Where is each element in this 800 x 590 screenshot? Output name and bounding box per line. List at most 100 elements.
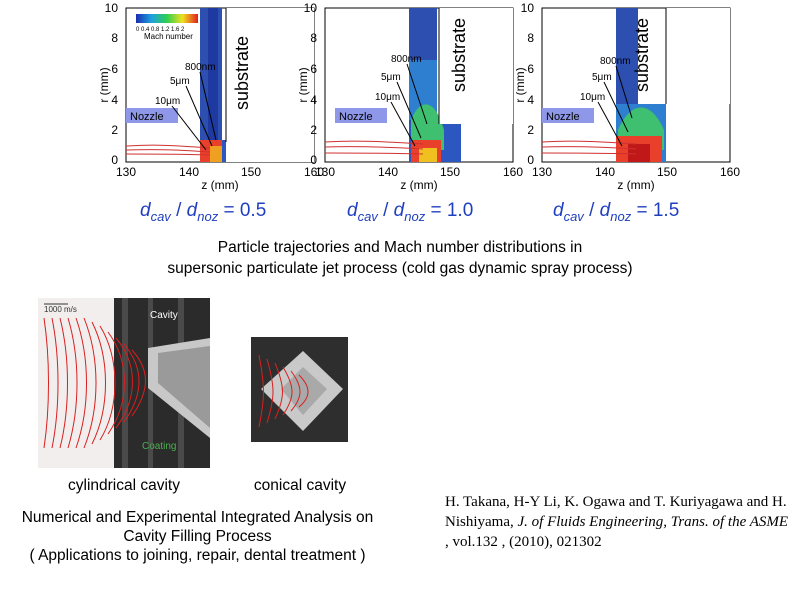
svg-text:r (mm): r (mm) [299, 67, 310, 102]
svg-text:4: 4 [111, 93, 118, 107]
conical-cavity-label: conical cavity [253, 477, 347, 494]
ratio-d: d [186, 200, 198, 221]
svg-text:150: 150 [241, 165, 261, 179]
ratio-equals: = [218, 200, 240, 221]
caption-bottom-line2: Cavity Filling Process [123, 528, 272, 545]
ratio-d: d [347, 200, 358, 221]
svg-text:8: 8 [310, 31, 317, 45]
caption-bottom-line1: Numerical and Experimental Integrated An… [21, 509, 374, 526]
reference-authors: H. Takana, H-Y Li, K. Ogawa and T. Kuriy… [445, 494, 787, 530]
caption-top-line1: Particle trajectories and Mach number di… [217, 239, 583, 256]
svg-text:substrate: substrate [632, 18, 652, 92]
svg-text:140: 140 [378, 165, 398, 179]
svg-text:130: 130 [116, 165, 136, 179]
svg-text:2: 2 [111, 123, 118, 137]
ratio-d: d [553, 200, 564, 221]
svg-text:160: 160 [304, 165, 324, 179]
ratio-noz: noz [404, 208, 426, 224]
plot-svg: substrate Nozzle 800nm 5μm 10μm 10 8 6 4… [299, 1, 523, 192]
ratio-cav: cav [150, 208, 171, 224]
svg-text:2: 2 [527, 123, 534, 137]
ratio-slash: / [377, 200, 394, 221]
svg-text:10μm: 10μm [375, 92, 400, 103]
cylindrical-cavity-label: cylindrical cavity [68, 477, 180, 494]
svg-text:6: 6 [111, 62, 118, 76]
ratio-cav: cav [357, 208, 378, 224]
svg-text:substrate: substrate [232, 36, 252, 110]
reference-journal: J. of Fluids Engineering, Trans. of the … [517, 514, 789, 530]
ratio-value: 1.0 [446, 200, 474, 221]
ratio-slash: / [583, 200, 600, 221]
svg-text:substrate: substrate [449, 18, 469, 92]
coating-label: Coating [142, 441, 177, 452]
cavity-label: Cavity [150, 310, 178, 321]
svg-text:10: 10 [304, 1, 318, 15]
svg-text:10μm: 10μm [155, 96, 180, 107]
ratio-cav: cav [563, 208, 584, 224]
svg-text:10: 10 [521, 1, 535, 15]
plot-dcav-0-5: 0 0.4 0.8 1.2 1.6 2 Mach number substrat… [100, 0, 370, 195]
svg-text:Mach number: Mach number [144, 32, 193, 41]
svg-text:Nozzle: Nozzle [546, 111, 580, 123]
svg-text:6: 6 [527, 62, 534, 76]
svg-text:130: 130 [532, 165, 552, 179]
photo-svg [43, 298, 210, 468]
svg-text:Nozzle: Nozzle [339, 111, 373, 123]
svg-text:160: 160 [720, 165, 740, 179]
svg-text:2: 2 [310, 123, 317, 137]
svg-text:130: 130 [315, 165, 335, 179]
svg-text:800nm: 800nm [185, 62, 216, 73]
ratio-slash: / [170, 200, 187, 221]
colorbar: 0 0.4 0.8 1.2 1.6 2 Mach number [136, 14, 198, 41]
ratio-equals: = [631, 200, 653, 221]
photo-svg [251, 337, 348, 442]
svg-text:Nozzle: Nozzle [130, 111, 164, 123]
plot-dcav-1-5: substrate Nozzle 800nm 5μm 10μm 10 8 6 4… [516, 0, 786, 195]
caption-top: Particle trajectories and Mach number di… [0, 237, 800, 279]
ratio-equals: = [425, 200, 447, 221]
svg-text:4: 4 [527, 93, 534, 107]
svg-text:0 0.4 0.8 1.2 1.6 2: 0 0.4 0.8 1.2 1.6 2 [136, 27, 185, 33]
ratio-d: d [599, 200, 611, 221]
svg-text:5μm: 5μm [592, 72, 612, 83]
photo-cylindrical-cavity: 1000 m/s Cavity Coating [38, 298, 210, 468]
reference-citation: H. Takana, H-Y Li, K. Ogawa and T. Kuriy… [445, 492, 790, 552]
svg-text:6: 6 [310, 62, 317, 76]
plot-svg: substrate Nozzle 800nm 5μm 10μm 10 8 6 4… [516, 1, 740, 192]
svg-text:0: 0 [310, 153, 317, 167]
ratio-noz: noz [197, 208, 219, 224]
svg-text:150: 150 [440, 165, 460, 179]
reference-details: , vol.132 , (2010), 021302 [445, 534, 602, 550]
svg-text:r (mm): r (mm) [516, 67, 527, 102]
svg-text:5μm: 5μm [381, 72, 401, 83]
ratio-d: d [393, 200, 405, 221]
plot-svg: 0 0.4 0.8 1.2 1.6 2 Mach number substrat… [100, 1, 324, 192]
svg-text:10: 10 [105, 1, 119, 15]
svg-text:5μm: 5μm [170, 76, 190, 87]
svg-text:z (mm): z (mm) [400, 178, 437, 192]
caption-top-line2: supersonic particulate jet process (cold… [167, 260, 633, 277]
ratio-label-1-0: dcav / dnoz = 1.0 [347, 200, 473, 224]
svg-text:140: 140 [595, 165, 615, 179]
ratio-label-0-5: dcav / dnoz = 0.5 [140, 200, 266, 224]
ratio-value: 1.5 [652, 200, 680, 221]
caption-bottom: Numerical and Experimental Integrated An… [0, 508, 395, 565]
svg-text:0: 0 [527, 153, 534, 167]
svg-text:160: 160 [503, 165, 523, 179]
ratio-d: d [140, 200, 151, 221]
plot-dcav-1-0: substrate Nozzle 800nm 5μm 10μm 10 8 6 4… [299, 0, 569, 195]
svg-text:800nm: 800nm [391, 54, 422, 65]
svg-text:10μm: 10μm [580, 92, 605, 103]
svg-text:140: 140 [179, 165, 199, 179]
velocity-scale-label: 1000 m/s [44, 305, 77, 314]
svg-text:150: 150 [657, 165, 677, 179]
svg-text:z (mm): z (mm) [617, 178, 654, 192]
svg-text:z (mm): z (mm) [201, 178, 238, 192]
ratio-label-1-5: dcav / dnoz = 1.5 [553, 200, 679, 224]
photo-conical-cavity [251, 337, 348, 442]
ratio-value: 0.5 [239, 200, 267, 221]
svg-text:8: 8 [111, 31, 118, 45]
svg-text:800nm: 800nm [600, 56, 631, 67]
svg-text:4: 4 [310, 93, 317, 107]
svg-text:r (mm): r (mm) [100, 67, 111, 102]
